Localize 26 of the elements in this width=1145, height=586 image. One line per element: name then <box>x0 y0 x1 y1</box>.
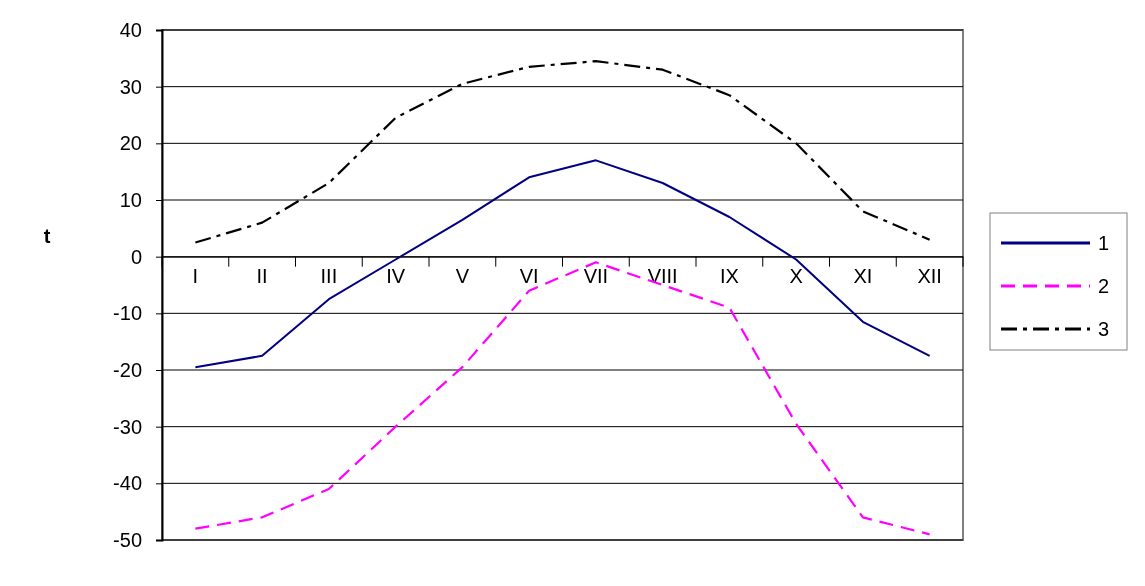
y-tick-label: -20 <box>113 358 142 381</box>
y-tick-label: 10 <box>119 188 142 211</box>
y-tick-label: -10 <box>113 302 142 325</box>
legend-label: 3 <box>1098 318 1110 340</box>
x-tick-label: I <box>192 264 199 287</box>
y-tick-label: 0 <box>130 245 142 268</box>
y-axis-title: t <box>43 225 51 247</box>
x-tick-label: V <box>455 264 470 287</box>
legend-label: 2 <box>1098 275 1110 297</box>
y-tick-label: 20 <box>119 132 142 155</box>
x-tick-label: IX <box>719 264 739 287</box>
x-tick-label: VII <box>583 264 609 287</box>
y-tick-label: 30 <box>119 75 142 98</box>
legend-label: 1 <box>1098 232 1110 254</box>
y-tick-label: -30 <box>113 415 142 438</box>
x-tick-label: IV <box>386 264 406 287</box>
x-tick-label: VIII <box>647 264 678 287</box>
x-tick-label: X <box>789 264 803 287</box>
x-tick-label: III <box>320 264 338 287</box>
y-tick-label: -40 <box>113 472 142 495</box>
x-tick-label: XI <box>853 264 873 287</box>
y-tick-label: -50 <box>113 528 142 551</box>
x-tick-label: II <box>256 264 268 287</box>
x-tick-label: XII <box>917 264 942 287</box>
y-tick-label: 40 <box>119 18 142 41</box>
x-tick-label: VI <box>519 264 539 287</box>
